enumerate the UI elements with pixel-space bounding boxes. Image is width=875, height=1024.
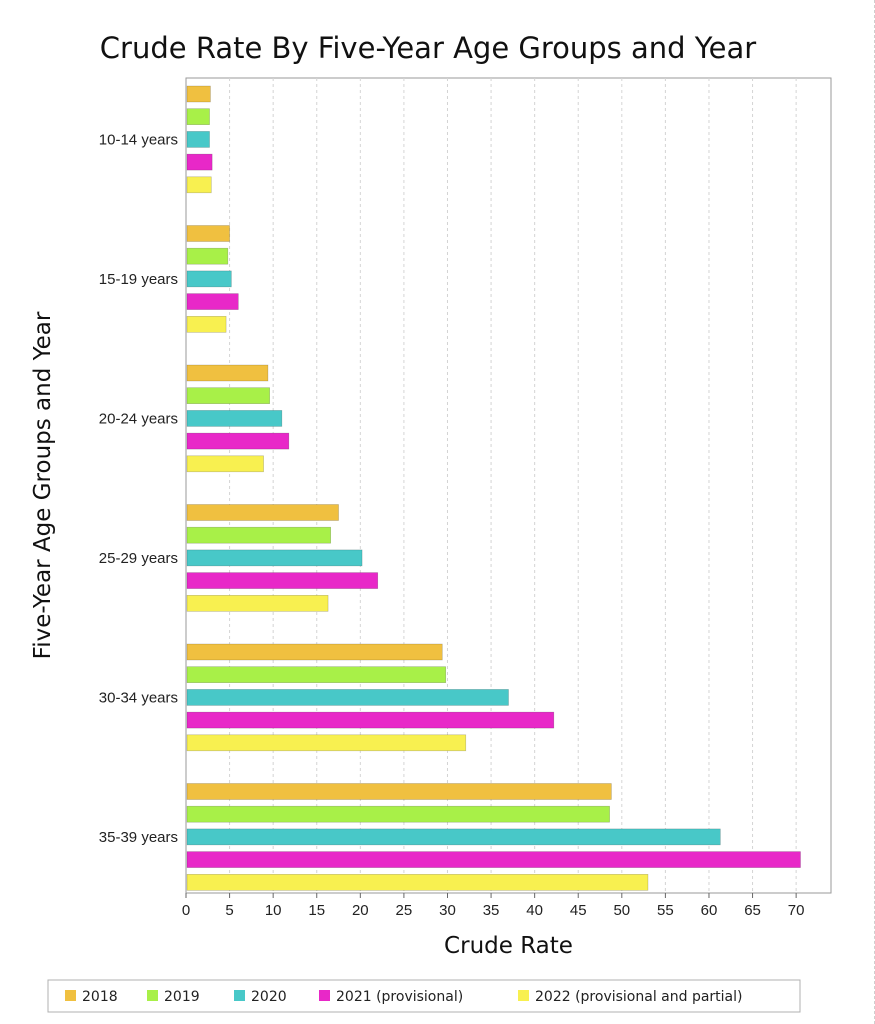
legend-label: 2022 (provisional and partial) [535,989,742,1005]
x-tick-label: 65 [744,902,761,919]
bar [186,572,379,589]
bar [186,315,227,333]
bar [186,387,270,405]
bar [186,455,264,473]
legend-label: 2020 [251,989,287,1005]
x-tick-label: 70 [788,902,805,919]
bar [186,432,290,450]
bar [186,225,230,242]
bar [186,594,329,612]
y-category-label: 15-19 years [99,271,178,288]
legend-box [47,979,801,1013]
x-tick-label: 0 [182,902,190,919]
chart-title: Crude Rate By Five-Year Age Groups and Y… [100,31,756,65]
x-tick-label: 25 [396,902,413,919]
x-tick-label: 50 [613,902,630,919]
bar [186,108,210,125]
legend-label: 2021 (provisional) [336,989,463,1005]
bar [186,643,443,661]
legend-swatch [518,990,529,1001]
bar [186,504,339,521]
bar [186,293,239,310]
legend-swatch [147,990,158,1001]
legend: 2018 2019 2020 2021 (provisional) 2022 (prov… [47,979,801,1013]
bar [186,828,721,846]
y-category-label: 35-39 years [99,829,178,846]
x-tick-label: 45 [570,902,587,919]
bar [186,410,283,427]
bar [186,131,210,148]
bar [186,176,212,194]
bar [186,247,229,265]
y-axis-categories: 10-14 years 15-19 years 20-24 years 25-29 y… [99,131,178,846]
legend-label: 2019 [164,989,200,1005]
bar [186,85,211,103]
y-category-label: 25-29 years [99,550,178,567]
y-axis-title: Five-Year Age Groups and Year [30,311,56,659]
x-tick-label: 15 [308,902,325,919]
x-axis-ticks: 0 5 10 15 20 25 30 35 40 45 50 55 60 65 70 [182,893,805,919]
x-tick-label: 20 [352,902,369,919]
legend-swatch [65,990,76,1001]
bar [186,666,447,684]
bar [186,526,331,544]
bar [186,851,801,868]
bar [186,153,213,171]
x-tick-label: 55 [657,902,674,919]
bar [186,873,649,891]
bars [186,85,801,891]
legend-label: 2018 [82,989,118,1005]
y-category-label: 10-14 years [99,131,178,148]
x-tick-label: 10 [265,902,282,919]
bar [186,734,467,752]
legend-swatch [234,990,245,1001]
legend-swatch [319,990,330,1001]
grid-lines [229,78,797,893]
x-tick-label: 30 [439,902,456,919]
plot-area [185,77,832,894]
bar [186,805,610,823]
bar [186,549,363,567]
bar [186,364,269,382]
y-category-label: 20-24 years [99,410,178,427]
x-tick-label: 40 [526,902,543,919]
y-category-label: 30-34 years [99,689,178,706]
x-tick-label: 60 [701,902,718,919]
bar [186,270,232,288]
x-tick-label: 5 [225,902,233,919]
x-axis-title: Crude Rate [444,933,573,959]
bar [186,783,612,800]
x-tick-label: 35 [483,902,500,919]
bar [186,689,509,706]
bar [186,711,555,729]
